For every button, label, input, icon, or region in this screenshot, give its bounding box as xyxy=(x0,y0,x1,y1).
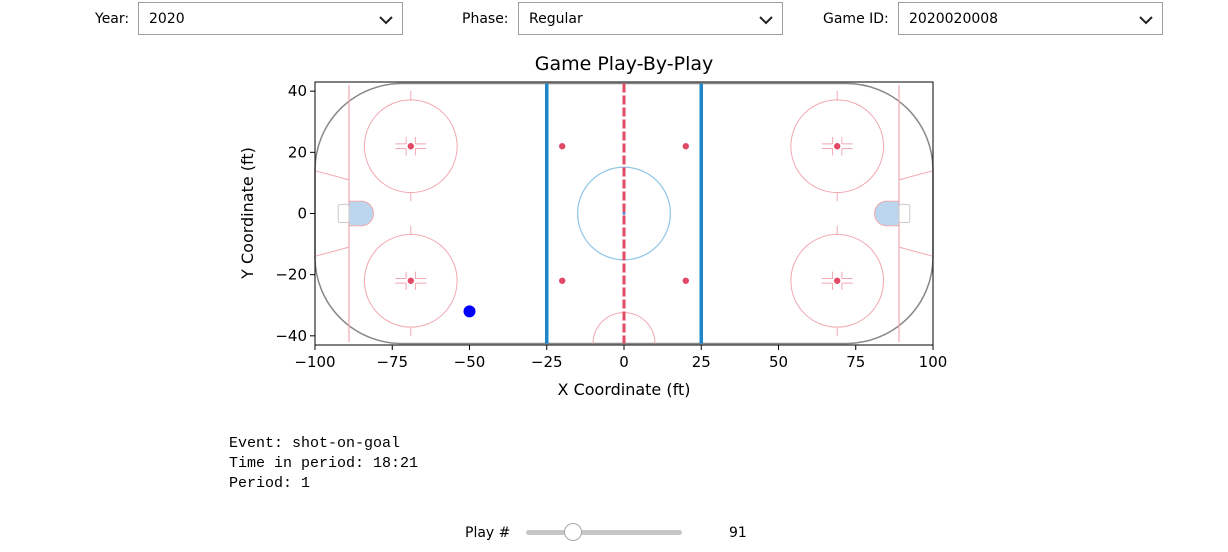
phase-select[interactable]: Regular xyxy=(518,2,783,35)
l-mark xyxy=(841,282,853,290)
neutral-faceoff-dot xyxy=(682,143,689,150)
phase-value: Regular xyxy=(529,11,583,27)
year-label: Year: xyxy=(95,11,130,27)
l-mark xyxy=(414,137,427,145)
x-tick-label: 100 xyxy=(919,353,948,371)
play-slider-thumb[interactable] xyxy=(564,523,583,541)
event-info: Event: shot-on-goal Time in period: 18:21… xyxy=(229,434,418,494)
x-tick-label: −50 xyxy=(454,353,486,371)
l-mark xyxy=(395,271,407,279)
event-type-line: Event: shot-on-goal xyxy=(229,435,401,452)
event-points xyxy=(463,305,476,318)
y-tick-label: 20 xyxy=(288,143,307,161)
play-slider-value: 91 xyxy=(729,525,747,541)
chevron-down-icon xyxy=(379,16,393,25)
faceoff-dot xyxy=(407,277,414,284)
faceoff-dot xyxy=(407,143,414,150)
year-select[interactable]: 2020 xyxy=(138,2,403,35)
x-tick-label: −100 xyxy=(294,353,335,371)
trapezoid-line xyxy=(898,170,934,181)
x-axis-ticks: −100 −75 −50 −25 0 25 50 75 100 xyxy=(294,345,947,371)
y-tick-label: −20 xyxy=(275,266,307,284)
chevron-down-icon xyxy=(759,16,773,25)
x-tick-label: −25 xyxy=(531,353,563,371)
trapezoid-line xyxy=(314,170,350,181)
game-id-select[interactable]: 2020020008 xyxy=(898,2,1163,35)
game-id-value: 2020020008 xyxy=(909,11,999,27)
y-tick-label: 40 xyxy=(288,82,307,100)
y-tick-label: 0 xyxy=(297,205,307,223)
goal-net xyxy=(898,203,911,223)
y-axis-ticks: 40 20 0 −20 −40 xyxy=(275,82,315,345)
l-mark xyxy=(841,271,853,279)
l-mark xyxy=(821,282,834,290)
goal-crease xyxy=(874,200,900,227)
year-value: 2020 xyxy=(149,11,185,27)
center-dot xyxy=(622,212,626,215)
neutral-faceoff-dot xyxy=(682,277,689,284)
neutral-faceoff-dot xyxy=(559,277,566,284)
rink-diagram xyxy=(314,82,934,345)
phase-label: Phase: xyxy=(462,11,509,27)
goal-net xyxy=(337,203,350,223)
play-slider-label: Play # xyxy=(465,525,511,541)
event-period-line: Period: 1 xyxy=(229,475,311,492)
x-tick-label: 75 xyxy=(846,353,865,371)
l-mark xyxy=(841,137,853,145)
play-by-play-chart: Game Play-By-Play −100 −75 −50 −25 0 25 50 75 10… xyxy=(238,53,947,399)
rink-boards xyxy=(314,82,934,345)
goal-crease xyxy=(348,200,374,227)
event-time-line: Time in period: 18:21 xyxy=(229,455,419,472)
y-axis-label: Y Coordinate (ft) xyxy=(238,147,257,280)
trapezoid-line xyxy=(898,246,934,257)
chart-title: Game Play-By-Play xyxy=(535,53,714,75)
shot-event-point xyxy=(463,305,476,318)
neutral-faceoff-dot xyxy=(559,143,566,150)
y-tick-label: −40 xyxy=(275,327,307,345)
l-mark xyxy=(841,148,853,156)
x-tick-label: 50 xyxy=(769,353,788,371)
chevron-down-icon xyxy=(1139,16,1153,25)
x-tick-label: 25 xyxy=(692,353,711,371)
l-mark xyxy=(414,271,427,279)
faceoff-dot xyxy=(834,277,841,284)
x-tick-label: −75 xyxy=(376,353,408,371)
x-axis-label: X Coordinate (ft) xyxy=(558,380,691,399)
l-mark xyxy=(414,148,427,156)
l-mark xyxy=(395,137,407,145)
x-tick-label: 0 xyxy=(619,353,629,371)
l-mark xyxy=(395,148,407,156)
l-mark xyxy=(821,271,834,279)
l-mark xyxy=(414,282,427,290)
l-mark xyxy=(395,282,407,290)
play-slider-track[interactable] xyxy=(526,530,682,535)
faceoff-dot xyxy=(834,143,841,150)
trapezoid-line xyxy=(314,246,350,257)
l-mark xyxy=(821,148,834,156)
l-mark xyxy=(821,137,834,145)
game-id-label: Game ID: xyxy=(823,11,889,27)
